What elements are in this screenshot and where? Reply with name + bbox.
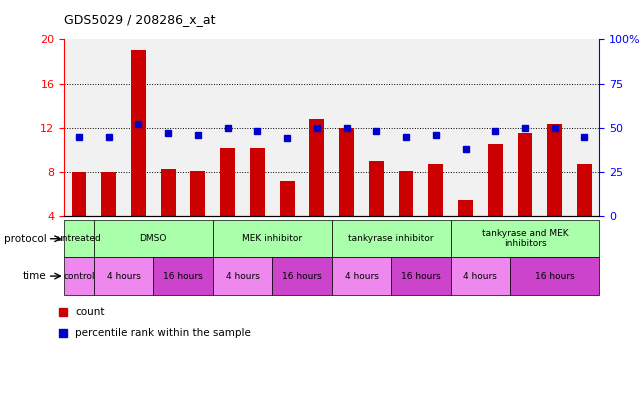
Text: tankyrase inhibitor: tankyrase inhibitor [349, 234, 434, 243]
Bar [221, 148, 235, 216]
Bar [510, 39, 540, 216]
Text: untreated: untreated [56, 234, 101, 243]
Bar [183, 39, 213, 216]
Bar [131, 50, 146, 216]
Text: time: time [22, 271, 46, 281]
Bar [570, 39, 599, 216]
Bar [213, 257, 272, 295]
Bar [310, 119, 324, 216]
Text: DMSO: DMSO [140, 234, 167, 243]
Text: 16 hours: 16 hours [282, 272, 322, 281]
Bar [577, 164, 592, 216]
Bar [64, 39, 94, 216]
Bar [332, 39, 362, 216]
Bar [421, 39, 451, 216]
Text: 16 hours: 16 hours [401, 272, 441, 281]
Bar [362, 39, 391, 216]
Text: 16 hours: 16 hours [535, 272, 574, 281]
Bar [153, 257, 213, 295]
Text: 4 hours: 4 hours [344, 272, 378, 281]
Bar [272, 39, 302, 216]
Text: 4 hours: 4 hours [106, 272, 140, 281]
Bar [451, 220, 599, 257]
Bar [451, 39, 480, 216]
Bar [124, 39, 153, 216]
Bar [517, 133, 533, 216]
Text: tankyrase and MEK
inhibitors: tankyrase and MEK inhibitors [481, 229, 569, 248]
Text: 4 hours: 4 hours [226, 272, 260, 281]
Bar [64, 220, 94, 257]
Bar [250, 148, 265, 216]
Bar [540, 39, 570, 216]
Bar [488, 144, 503, 216]
Bar [399, 171, 413, 216]
Bar [190, 171, 205, 216]
Bar [547, 125, 562, 216]
Bar [242, 39, 272, 216]
Bar [94, 39, 124, 216]
Text: 16 hours: 16 hours [163, 272, 203, 281]
Text: count: count [75, 307, 104, 317]
Bar [302, 39, 332, 216]
Bar [391, 257, 451, 295]
Bar [213, 220, 332, 257]
Text: MEK inhibitor: MEK inhibitor [242, 234, 303, 243]
Bar [279, 181, 295, 216]
Bar [161, 169, 176, 216]
Text: percentile rank within the sample: percentile rank within the sample [75, 328, 251, 338]
Bar [428, 164, 443, 216]
Bar [391, 39, 421, 216]
Bar [510, 257, 599, 295]
Bar [458, 200, 473, 216]
Bar [332, 257, 391, 295]
Bar [480, 39, 510, 216]
Text: GDS5029 / 208286_x_at: GDS5029 / 208286_x_at [64, 13, 215, 26]
Bar [94, 220, 213, 257]
Text: 4 hours: 4 hours [463, 272, 497, 281]
Bar [94, 257, 153, 295]
Bar [72, 172, 87, 216]
Bar [369, 161, 384, 216]
Text: control: control [63, 272, 95, 281]
Bar [101, 172, 116, 216]
Text: protocol: protocol [3, 234, 46, 244]
Bar [339, 128, 354, 216]
Bar [332, 220, 451, 257]
Bar [272, 257, 332, 295]
Bar [213, 39, 242, 216]
Bar [153, 39, 183, 216]
Bar [64, 257, 94, 295]
Bar [451, 257, 510, 295]
